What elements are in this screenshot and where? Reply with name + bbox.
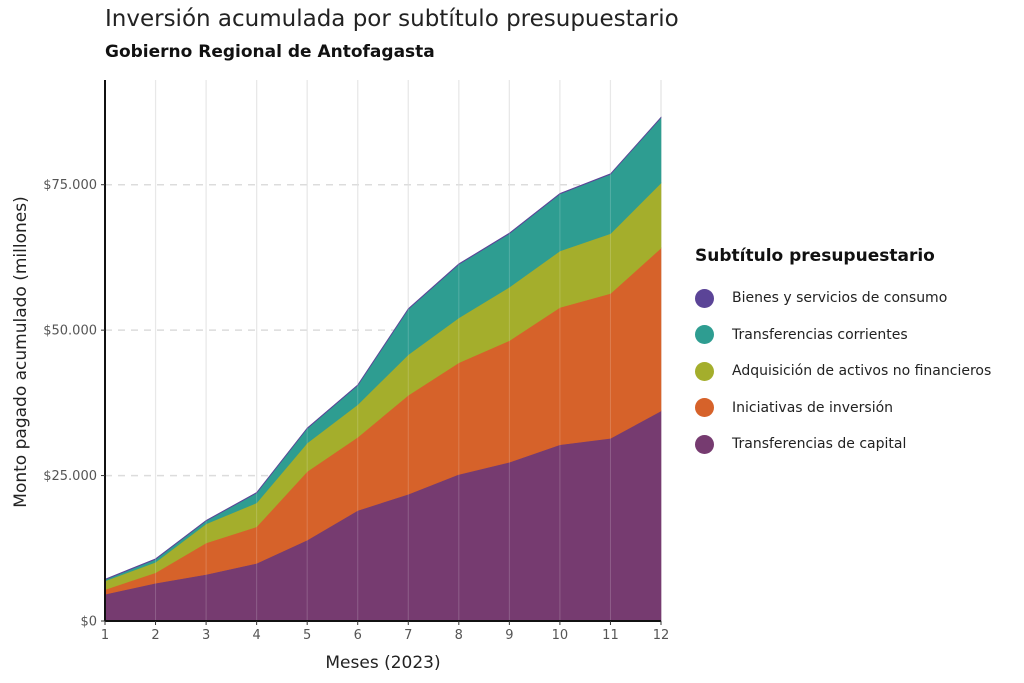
legend-swatch xyxy=(695,288,714,308)
x-tick-label: 11 xyxy=(602,628,619,643)
legend-item: Iniciativas de inversión xyxy=(695,390,991,427)
y-tick-label: $25.000 xyxy=(43,469,97,484)
legend-item: Adquisición de activos no financieros xyxy=(695,353,991,390)
legend-swatch xyxy=(695,325,714,345)
y-tick-label: $75.000 xyxy=(43,178,97,193)
x-tick-label: 8 xyxy=(455,628,463,643)
legend-swatch xyxy=(695,361,714,381)
x-tick-label: 9 xyxy=(505,628,513,643)
y-tick-label: $50.000 xyxy=(43,324,97,339)
area-layer xyxy=(104,80,662,622)
x-tick-label: 4 xyxy=(252,628,260,643)
legend-items: Bienes y servicios de consumo Transferenc… xyxy=(695,280,991,463)
legend-item: Bienes y servicios de consumo xyxy=(695,280,991,317)
legend-swatch xyxy=(695,398,714,418)
chart-subtitle: Gobierno Regional de Antofagasta xyxy=(105,42,435,62)
legend-label: Bienes y servicios de consumo xyxy=(732,290,948,307)
x-tick-label: 6 xyxy=(354,628,362,643)
chart-title: Inversión acumulada por subtítulo presup… xyxy=(105,6,679,32)
legend-label: Iniciativas de inversión xyxy=(732,399,894,416)
x-tick-label: 12 xyxy=(653,628,670,643)
legend-item: Transferencias de capital xyxy=(695,426,991,463)
legend-title: Subtítulo presupuestario xyxy=(695,246,935,266)
legend-swatch xyxy=(695,434,714,454)
y-tick-label: $0 xyxy=(80,615,97,630)
legend: Subtítulo presupuestario Bienes y servic… xyxy=(695,246,991,463)
area-series xyxy=(104,116,662,581)
legend-label: Transferencias corrientes xyxy=(732,326,908,343)
x-tick-label: 5 xyxy=(303,628,311,643)
y-axis-title: Monto pagado acumulado (millones) xyxy=(11,196,31,507)
x-tick-label: 3 xyxy=(202,628,210,643)
legend-label: Transferencias de capital xyxy=(732,436,907,453)
legend-label: Adquisición de activos no financieros xyxy=(732,363,992,380)
x-tick-label: 2 xyxy=(151,628,159,643)
legend-item: Transferencias corrientes xyxy=(695,317,991,354)
x-tick-label: 7 xyxy=(404,628,412,643)
x-tick-label: 10 xyxy=(552,628,569,643)
x-tick-label: 1 xyxy=(101,628,109,643)
x-axis-title: Meses (2023) xyxy=(325,653,440,673)
